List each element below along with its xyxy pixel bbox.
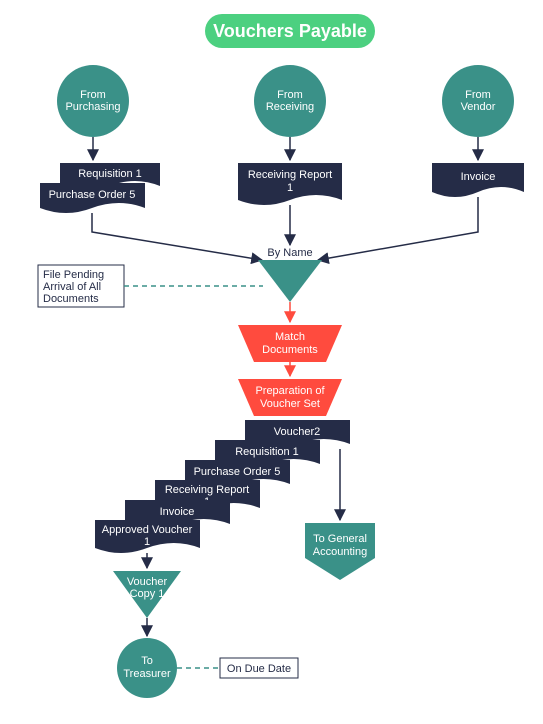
doc-rr1-b: 1 xyxy=(287,182,293,194)
merge-byname-label: By Name xyxy=(267,247,312,259)
note-pending-b: Arrival of All xyxy=(43,281,101,293)
note-duedate-label: On Due Date xyxy=(227,663,291,675)
label-receiving-1: From xyxy=(277,89,303,101)
treasurer-b: Treasurer xyxy=(123,668,171,680)
doc-invoiceb-label: Invoice xyxy=(160,506,195,518)
proc-match-a: Match xyxy=(275,331,305,343)
doc-rr1-a: Receiving Report xyxy=(248,169,332,181)
label-receiving-2: Receiving xyxy=(266,101,314,113)
doc-approved-a: Approved Voucher xyxy=(102,524,193,536)
doc-voucher2-label: Voucher2 xyxy=(274,426,320,438)
doc-requisition1-label: Requisition 1 xyxy=(78,168,142,180)
note-pending-a: File Pending xyxy=(43,269,104,281)
flowchart: Vouchers Payable From Purchasing From Re… xyxy=(0,0,543,724)
doc-po5b-label: Purchase Order 5 xyxy=(194,466,281,478)
doc-rr1b-a: Receiving Report xyxy=(165,484,249,496)
proc-prep-a: Preparation of xyxy=(255,385,325,397)
label-vendor-1: From xyxy=(465,89,491,101)
label-vendor-2: Vendor xyxy=(461,101,496,113)
note-pending-c: Documents xyxy=(43,293,99,305)
doc-approved-b: 1 xyxy=(144,536,150,548)
doc-po5-label: Purchase Order 5 xyxy=(49,189,136,201)
doc-invoice-label: Invoice xyxy=(461,171,496,183)
label-purchasing-1: From xyxy=(80,89,106,101)
proc-prep-b: Voucher Set xyxy=(260,398,320,410)
offpage-accounting-b: Accounting xyxy=(313,546,367,558)
merge-vcopy-b: Copy 1 xyxy=(130,588,165,600)
merge-vcopy-a: Voucher xyxy=(127,576,168,588)
merge-byname xyxy=(258,260,322,302)
label-purchasing-2: Purchasing xyxy=(65,101,120,113)
doc-req1b-label: Requisition 1 xyxy=(235,446,299,458)
treasurer-a: To xyxy=(141,655,153,667)
proc-match-b: Documents xyxy=(262,344,318,356)
title-text: Vouchers Payable xyxy=(213,21,367,41)
offpage-accounting-a: To General xyxy=(313,533,367,545)
